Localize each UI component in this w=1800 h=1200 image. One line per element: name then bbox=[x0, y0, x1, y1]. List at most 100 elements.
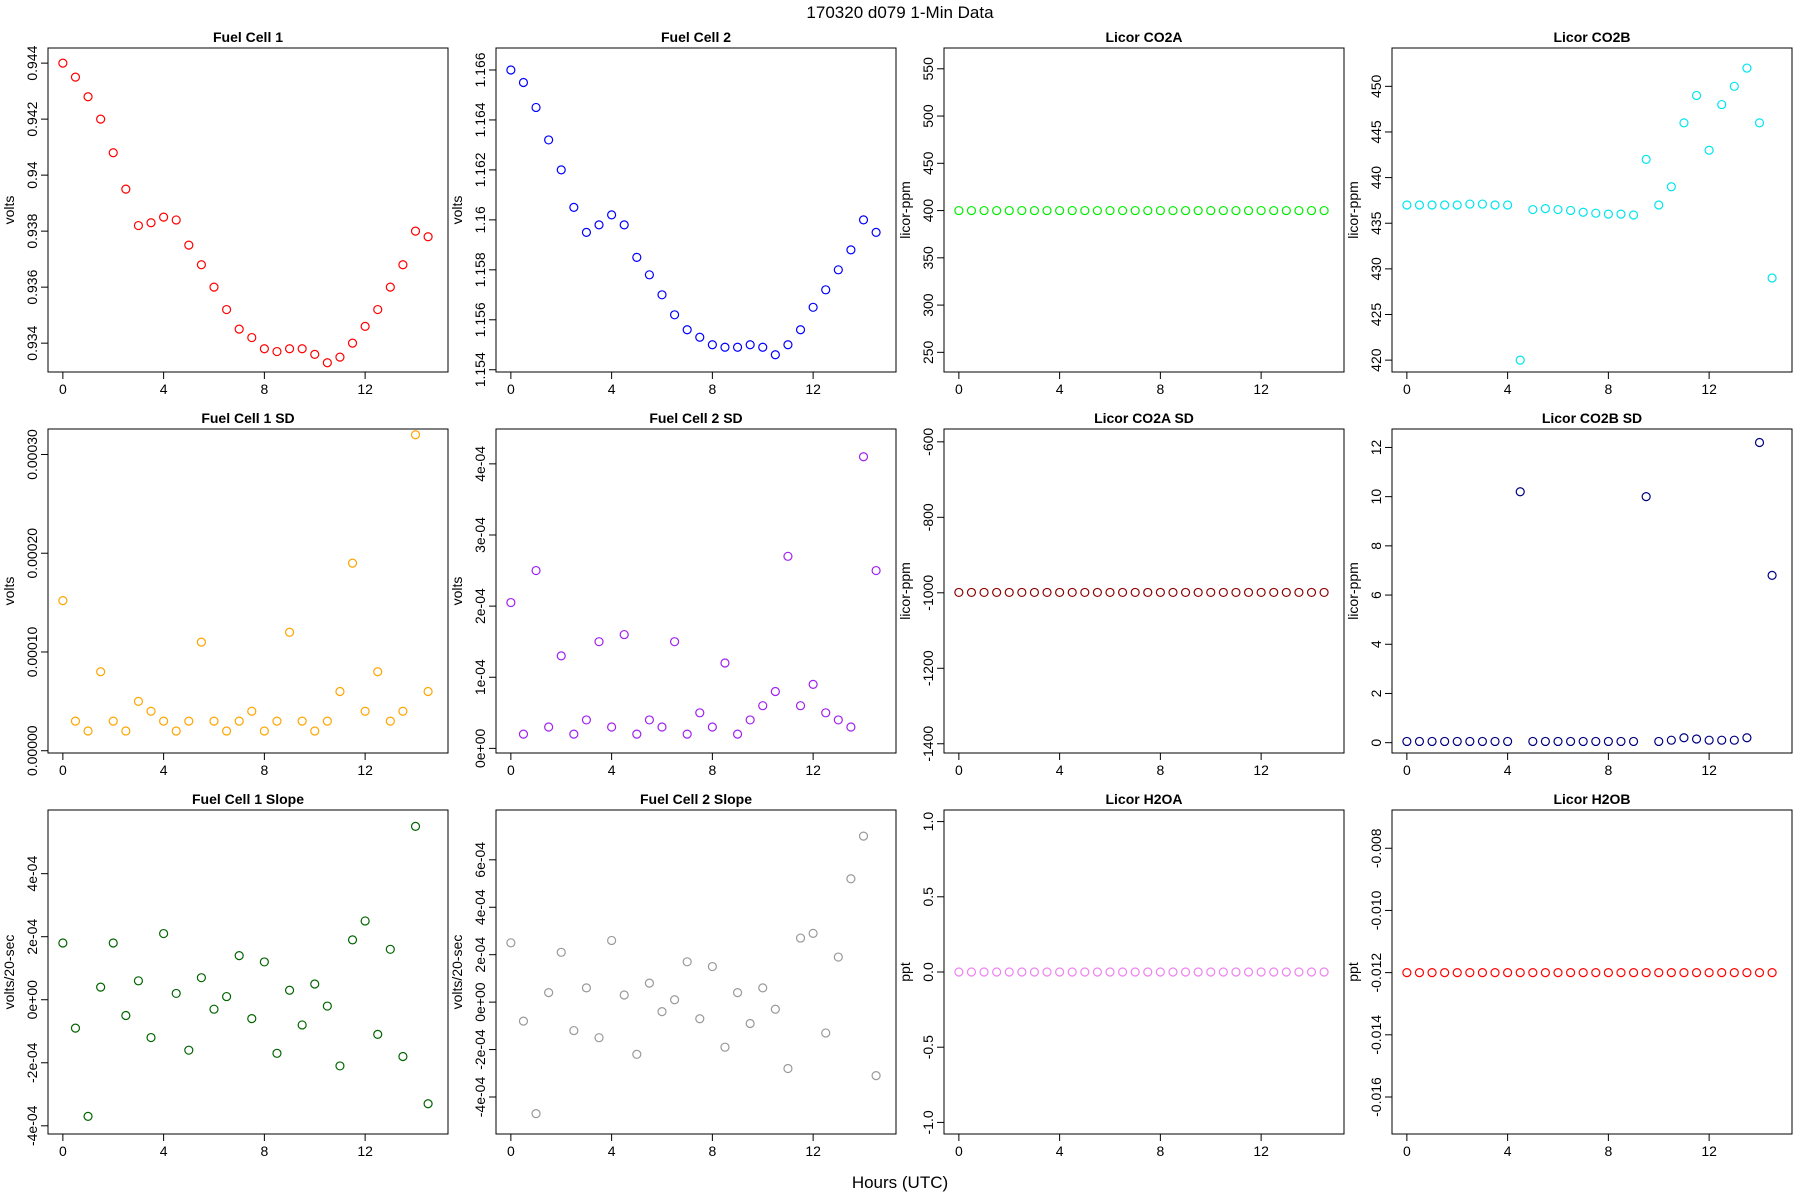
x-tick-label: 0 bbox=[59, 381, 67, 397]
point bbox=[1281, 967, 1291, 977]
x-tick-label: 0 bbox=[955, 1143, 963, 1159]
point bbox=[1193, 587, 1203, 598]
point bbox=[1269, 587, 1279, 598]
point bbox=[335, 686, 345, 697]
point bbox=[1017, 967, 1027, 977]
point bbox=[335, 352, 345, 362]
point bbox=[808, 679, 818, 689]
y-tick-label: 250 bbox=[920, 340, 936, 364]
point bbox=[1402, 968, 1412, 978]
point bbox=[544, 135, 554, 145]
y-axis-label: licor-ppm bbox=[897, 181, 913, 239]
point bbox=[858, 452, 869, 462]
y-axis-label: licor-ppm bbox=[1345, 562, 1361, 620]
point bbox=[531, 565, 541, 576]
point bbox=[1080, 587, 1090, 598]
point bbox=[745, 1018, 755, 1029]
plot-frame bbox=[495, 47, 897, 373]
point bbox=[1666, 968, 1676, 978]
point bbox=[821, 708, 831, 718]
y-tick-label: -0.012 bbox=[1368, 953, 1384, 993]
point bbox=[1641, 968, 1651, 978]
point bbox=[146, 706, 156, 716]
y-tick-label: 1.16 bbox=[472, 206, 488, 233]
point bbox=[795, 325, 806, 335]
point bbox=[669, 310, 680, 320]
point bbox=[1528, 204, 1538, 215]
panel-title: Fuel Cell 1 bbox=[213, 29, 283, 45]
y-tick-label: 1e-04 bbox=[472, 659, 488, 695]
point bbox=[695, 1014, 705, 1024]
y-tick-label: 2e-04 bbox=[24, 919, 40, 955]
point bbox=[1143, 205, 1153, 216]
y-tick-label: -0.010 bbox=[1368, 890, 1384, 930]
point bbox=[1055, 967, 1065, 977]
point bbox=[1414, 968, 1425, 978]
point bbox=[1628, 210, 1639, 220]
point bbox=[1180, 205, 1191, 216]
point bbox=[184, 240, 194, 250]
x-tick-label: 12 bbox=[805, 762, 821, 778]
point bbox=[259, 726, 269, 736]
point bbox=[373, 1029, 383, 1040]
y-tick-label: 0.0 bbox=[920, 962, 936, 982]
point bbox=[58, 58, 68, 68]
point bbox=[1515, 355, 1525, 365]
plot-frame bbox=[1391, 809, 1793, 1135]
point bbox=[1540, 968, 1551, 978]
point bbox=[410, 821, 421, 831]
y-tick-label: -0.016 bbox=[1368, 1077, 1384, 1117]
point bbox=[858, 831, 869, 841]
point bbox=[1477, 968, 1488, 978]
point bbox=[1603, 968, 1613, 978]
point bbox=[1193, 205, 1203, 216]
point bbox=[1477, 199, 1488, 209]
x-tick-label: 0 bbox=[507, 1143, 515, 1159]
point bbox=[121, 1010, 131, 1021]
point bbox=[1691, 734, 1702, 744]
panel-title: Fuel Cell 1 Slope bbox=[192, 791, 304, 807]
point bbox=[1004, 967, 1014, 977]
point bbox=[632, 252, 642, 262]
point bbox=[1591, 736, 1601, 747]
plot-frame bbox=[1391, 47, 1793, 373]
x-tick-label: 4 bbox=[1504, 381, 1512, 397]
point bbox=[707, 961, 717, 972]
point bbox=[1269, 967, 1279, 977]
x-tick-label: 0 bbox=[955, 381, 963, 397]
y-tick-label: 1.158 bbox=[472, 252, 488, 287]
point bbox=[1704, 735, 1714, 745]
plot-frame bbox=[495, 809, 897, 1135]
point bbox=[1319, 205, 1329, 216]
point bbox=[858, 215, 869, 225]
point bbox=[581, 715, 592, 725]
point bbox=[1105, 967, 1115, 977]
point bbox=[966, 205, 977, 216]
point bbox=[833, 715, 843, 725]
point bbox=[159, 716, 169, 726]
point bbox=[234, 951, 244, 961]
point bbox=[1004, 205, 1014, 216]
y-tick-label: 0.936 bbox=[24, 269, 40, 304]
point bbox=[347, 935, 358, 945]
point bbox=[783, 1063, 793, 1074]
x-tick-label: 12 bbox=[1701, 381, 1717, 397]
point bbox=[209, 1004, 219, 1014]
panel-title: Fuel Cell 2 bbox=[661, 29, 731, 45]
point bbox=[1206, 587, 1216, 598]
plot-frame bbox=[1391, 428, 1793, 754]
point bbox=[644, 978, 655, 988]
point bbox=[770, 686, 780, 697]
point bbox=[682, 957, 692, 967]
point bbox=[808, 928, 818, 938]
point bbox=[745, 340, 755, 350]
x-tick-label: 8 bbox=[708, 1143, 716, 1159]
point bbox=[385, 282, 395, 292]
point bbox=[83, 726, 93, 736]
y-tick-label: 0 bbox=[1368, 739, 1384, 747]
point bbox=[1281, 587, 1291, 598]
point bbox=[518, 1016, 529, 1026]
point bbox=[247, 706, 257, 716]
y-tick-label: 445 bbox=[1368, 120, 1384, 144]
point bbox=[272, 346, 282, 357]
